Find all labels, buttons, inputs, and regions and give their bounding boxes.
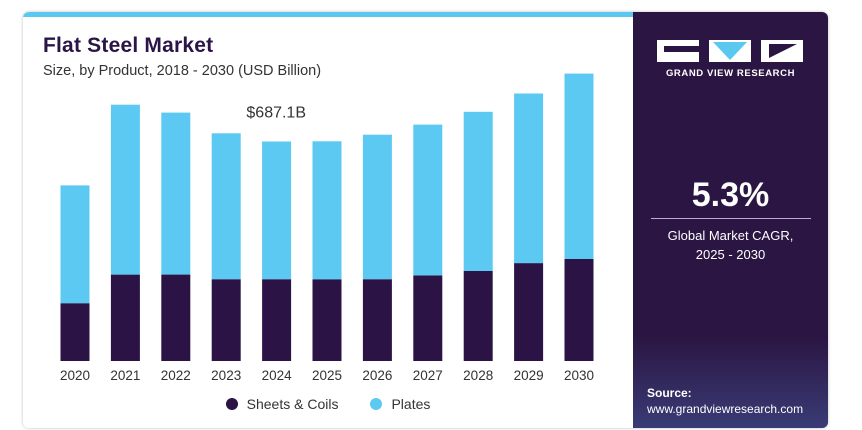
chart-subtitle: Size, by Product, 2018 - 2030 (USD Billi… [43, 63, 322, 79]
bar-plates-2020 [60, 185, 90, 304]
bar-plates-2027 [413, 124, 443, 276]
bar-sheets-coils-2027 [413, 275, 443, 361]
brand-name: GRAND VIEW RESEARCH [665, 68, 796, 79]
x-tick-label-2028: 2028 [463, 368, 493, 383]
bar-sheets-coils-2022 [161, 274, 191, 361]
grand-view-research-logo [657, 40, 803, 62]
bar-sheets-coils-2029 [514, 263, 544, 361]
x-tick-label-2020: 2020 [60, 368, 90, 383]
accent-strip [23, 12, 633, 17]
bar-sheets-coils-2020 [60, 303, 90, 361]
bar-sheets-coils-2028 [463, 271, 493, 361]
bar-sheets-coils-2026 [362, 279, 392, 361]
legend-swatch-plates [370, 398, 383, 410]
x-tick-label-2029: 2029 [514, 368, 544, 383]
bar-sheets-coils-2030 [564, 259, 594, 361]
source-block: Source: www.grandviewresearch.com [647, 385, 803, 417]
bar-plates-2025 [312, 141, 342, 280]
bar-sheets-coils-2025 [312, 279, 342, 361]
chart-title: Flat Steel Market [43, 34, 214, 57]
cagr-divider [651, 218, 811, 219]
cagr-value: 5.3% [691, 176, 770, 214]
bar-sheets-coils-2021 [110, 274, 140, 361]
bar-plates-2026 [362, 134, 392, 280]
bar-plates-2029 [514, 93, 544, 264]
legend-swatch-sheets-coils [225, 398, 238, 410]
chart-panel: Flat Steel Market Size, by Product, 2018… [23, 12, 633, 428]
bar-plates-2028 [463, 111, 493, 271]
x-tick-label-2024: 2024 [262, 368, 293, 383]
annotation-label: $687.1B [246, 104, 306, 121]
bar-plates-2023 [211, 133, 241, 280]
source-label: Source: [647, 386, 692, 400]
bar-plates-2022 [161, 112, 191, 275]
x-tick-label-2030: 2030 [564, 368, 594, 383]
x-tick-label-2025: 2025 [312, 368, 342, 383]
stacked-bar-chart: 2020 2021 2022 2023 2024 2025 2026 2027 2028 2029… [60, 73, 594, 383]
chart-legend: Sheets & Coils Plates [23, 396, 633, 412]
bar-sheets-coils-2024 [262, 279, 292, 361]
legend-item-sheets-coils: Sheets & Coils [225, 396, 339, 412]
cagr-label-line2: 2025 - 2030 [695, 247, 766, 262]
bar-plates-2021 [110, 104, 140, 275]
stats-panel: GRAND VIEW RESEARCH 5.3% Global Market C… [633, 12, 828, 428]
x-tick-label-2027: 2027 [413, 368, 443, 383]
infographic-card: Flat Steel Market Size, by Product, 2018… [23, 12, 828, 428]
legend-label-sheets-coils: Sheets & Coils [246, 396, 339, 412]
bar-plates-2024 [262, 141, 292, 280]
source-url[interactable]: www.grandviewresearch.com [647, 402, 804, 416]
x-tick-label-2021: 2021 [110, 368, 140, 383]
cagr-label-line1: Global Market CAGR, [667, 228, 794, 243]
cagr-label: Global Market CAGR, 2025 - 2030 [633, 226, 828, 264]
panel-glow [633, 338, 828, 428]
x-tick-label-2023: 2023 [211, 368, 241, 383]
legend-label-plates: Plates [391, 396, 431, 412]
bar-sheets-coils-2023 [211, 279, 241, 361]
x-tick-label-2022: 2022 [161, 368, 191, 383]
x-tick-label-2026: 2026 [362, 368, 392, 383]
legend-item-plates: Plates [370, 396, 430, 412]
bar-plates-2030 [564, 73, 594, 259]
